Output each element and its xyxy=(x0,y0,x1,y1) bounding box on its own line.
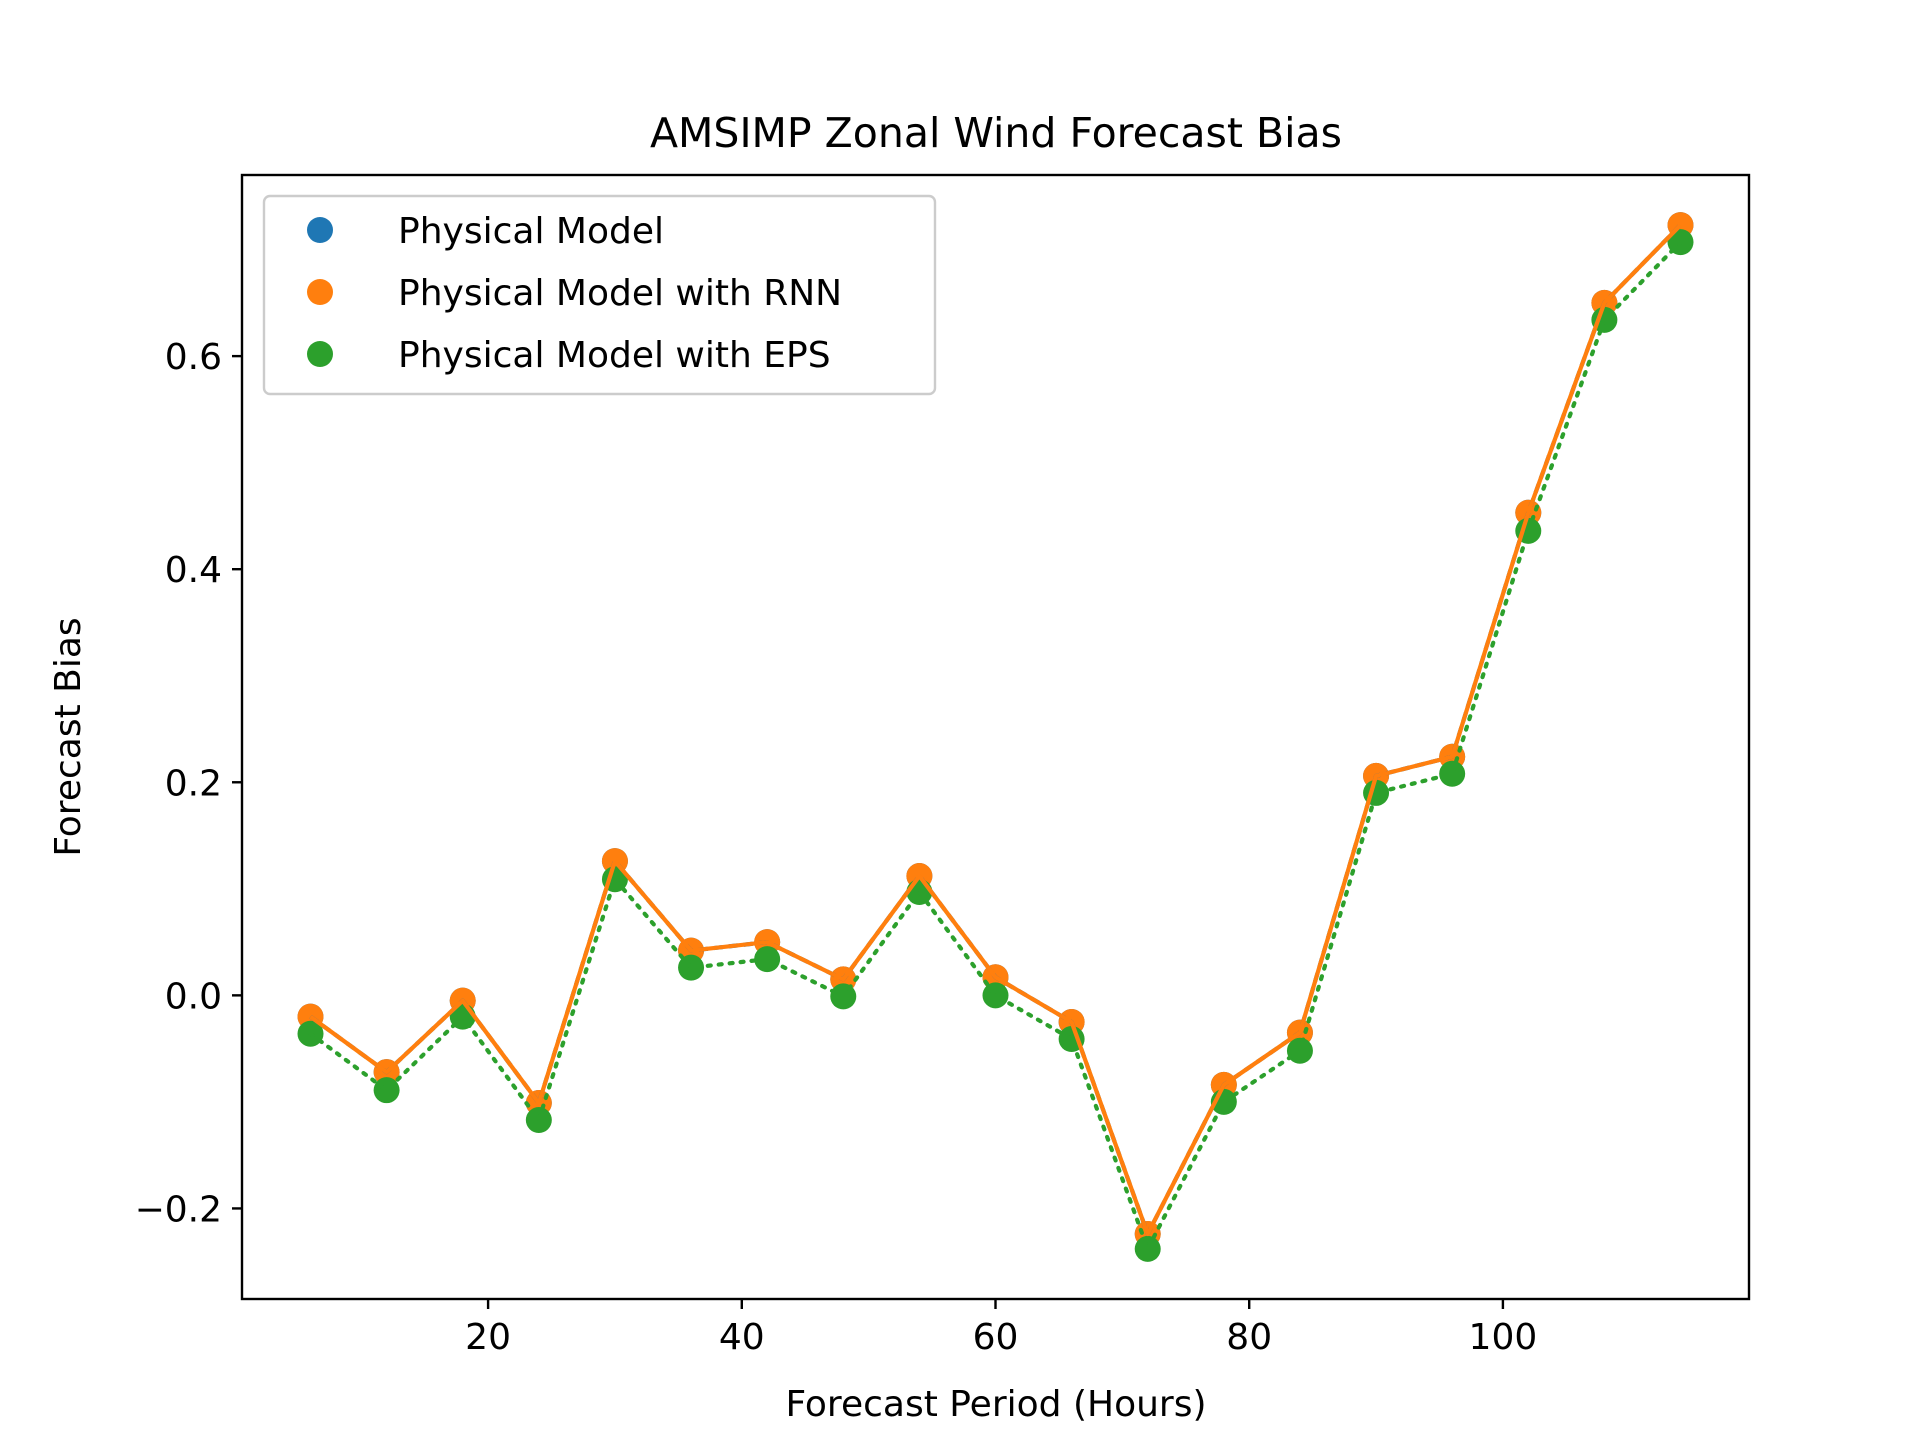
legend-label: Physical Model with EPS xyxy=(398,335,831,376)
x-tick-label: 100 xyxy=(1469,1317,1538,1358)
series-line-3 xyxy=(308,240,1683,1252)
y-tick-label: −0.2 xyxy=(135,1189,222,1230)
legend-label: Physical Model with RNN xyxy=(398,273,842,314)
y-tick-label: 0.6 xyxy=(165,337,222,378)
data-point xyxy=(678,954,705,981)
legend-label: Physical Model xyxy=(398,211,664,252)
legend-box xyxy=(262,194,937,396)
chart-title: AMSIMP Zonal Wind Forecast Bias xyxy=(650,109,1342,157)
x-tick-label: 80 xyxy=(1226,1317,1272,1358)
y-tick-label: 0.2 xyxy=(165,763,222,804)
x-axis-label: Forecast Period (Hours) xyxy=(785,1384,1206,1425)
y-tick-label: 0.0 xyxy=(165,976,222,1017)
legend-marker xyxy=(307,217,333,243)
x-tick-label: 40 xyxy=(719,1317,765,1358)
data-point xyxy=(373,1077,400,1104)
y-axis-ticks: −0.2 0.0 0.2 0.4 0.6 xyxy=(135,337,242,1230)
data-point xyxy=(982,982,1009,1009)
x-axis-ticks: 20 40 60 80 100 xyxy=(465,1299,1537,1358)
legend-marker xyxy=(307,279,333,305)
x-tick-label: 60 xyxy=(973,1317,1019,1358)
x-tick-label: 20 xyxy=(465,1317,511,1358)
series-line-2 xyxy=(309,223,1683,1237)
legend-marker xyxy=(307,341,333,367)
y-tick-label: 0.4 xyxy=(165,550,222,591)
series-layer xyxy=(297,212,1694,1262)
y-axis-label: Forecast Bias xyxy=(48,617,89,856)
data-point xyxy=(1439,760,1466,787)
legend: Physical Model Physical Model with RNN Phy… xyxy=(262,194,937,396)
